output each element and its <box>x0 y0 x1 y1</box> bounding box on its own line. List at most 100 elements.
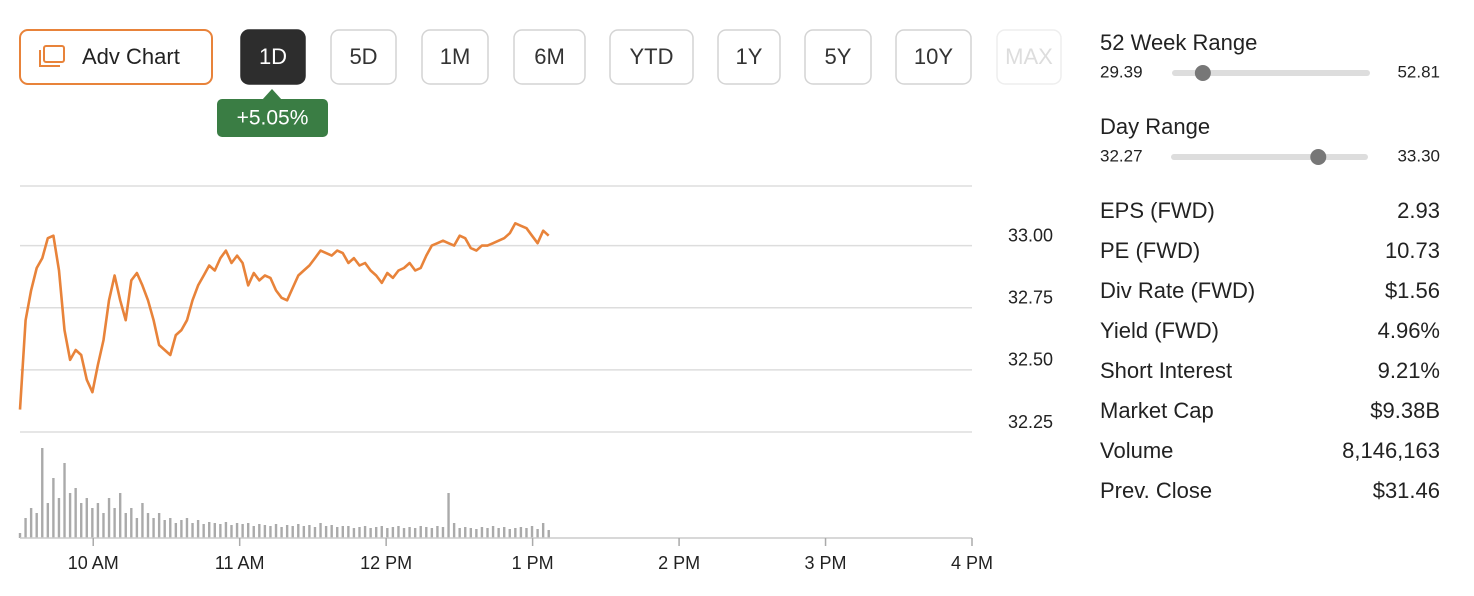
volume-bar <box>18 533 22 538</box>
stat-value: $1.56 <box>1385 278 1440 303</box>
range-label: 1Y <box>736 44 763 69</box>
y-tick-label: 32.25 <box>1008 412 1053 432</box>
range-label: 6M <box>534 44 565 69</box>
volume-bar <box>224 522 228 538</box>
volume-bar <box>413 528 417 538</box>
volume-bar <box>313 527 317 538</box>
volume-bar <box>436 526 439 538</box>
volume-bar <box>213 523 216 538</box>
volume-bar <box>308 525 311 538</box>
volume-bar <box>324 526 328 538</box>
range-button[interactable] <box>513 29 586 85</box>
range-button[interactable] <box>804 29 872 85</box>
range-button[interactable] <box>717 29 781 85</box>
volume-bar <box>29 508 33 538</box>
stat-label: Div Rate (FWD) <box>1100 278 1255 303</box>
volume-bar <box>347 526 350 538</box>
stats-panel: 52 Week Range 29.39 52.81 Day Range 32.27 33.… <box>1100 30 1440 503</box>
volume-bar <box>185 518 189 538</box>
volume-bar <box>24 518 27 538</box>
volume-bar <box>503 527 506 538</box>
stat-label: Short Interest <box>1100 358 1232 383</box>
stat-label: EPS (FWD) <box>1100 198 1215 223</box>
volume-bar <box>146 513 150 538</box>
volume-bar <box>241 524 244 538</box>
volume-bar <box>96 503 100 538</box>
volume-bar <box>441 527 445 538</box>
x-tick-label: 4 PM <box>951 553 993 573</box>
x-tick-label: 2 PM <box>658 553 700 573</box>
volume-bar <box>430 528 434 538</box>
stat-label: Prev. Close <box>1100 478 1212 503</box>
range-button[interactable] <box>240 29 306 85</box>
adv-chart-button[interactable] <box>19 29 213 85</box>
volume-bar <box>102 513 105 538</box>
volume-bar <box>113 508 116 538</box>
volume-bar <box>63 463 66 538</box>
volume-bar <box>41 448 44 538</box>
volume-bar <box>157 513 161 538</box>
adv-chart-icon <box>39 45 65 67</box>
range-title: Day Range <box>1100 114 1210 139</box>
volume-bar <box>475 529 478 538</box>
range-high: 33.30 <box>1397 146 1440 165</box>
volume-bar <box>107 498 111 538</box>
volume-bar <box>74 488 77 538</box>
range-label: 10Y <box>914 44 953 69</box>
stat-value: 9.21% <box>1378 358 1440 383</box>
volume-bar <box>163 520 166 538</box>
volume-bar <box>458 528 461 538</box>
volume-bar <box>46 503 50 538</box>
volume-bar <box>269 526 272 538</box>
volume-bar <box>547 530 550 538</box>
change-label: +5.05% <box>237 107 309 130</box>
volume-bar <box>235 523 239 538</box>
volume-bar <box>380 526 383 538</box>
volume-bar <box>208 522 211 538</box>
volume-bar <box>274 524 278 538</box>
toolbar: Adv Chart 1D 5D 1M 6M YTD 1Y 5Y 10Y MAX <box>19 29 1062 85</box>
volume-bar <box>408 527 411 538</box>
volume-bar <box>541 523 545 538</box>
volume-bar <box>280 527 283 538</box>
volume-bar <box>35 513 38 538</box>
volume-bar <box>124 513 127 538</box>
volume-bar <box>57 498 61 538</box>
volume-bar <box>91 508 94 538</box>
x-tick-label: 1 PM <box>512 553 554 573</box>
volume-bar <box>519 527 523 538</box>
volume-bar <box>297 524 300 538</box>
volume-bar <box>68 493 72 538</box>
stat-value: 10.73 <box>1385 238 1440 263</box>
volume-bar <box>464 527 467 538</box>
volume-bar <box>319 523 322 538</box>
range-low: 32.27 <box>1100 146 1143 165</box>
adv-chart-label: Adv Chart <box>82 44 180 69</box>
volume-bar <box>525 528 528 538</box>
volume-bar <box>169 518 172 538</box>
volume-bar <box>285 525 289 538</box>
volume-bar <box>258 524 261 538</box>
volume-bar <box>219 524 222 538</box>
range-button[interactable] <box>421 29 489 85</box>
volume-bar <box>536 529 539 538</box>
range-button[interactable] <box>330 29 397 85</box>
volume-bar <box>452 523 456 538</box>
stat-label: Volume <box>1100 438 1173 463</box>
stat-value: $31.46 <box>1373 478 1440 503</box>
volume-bar <box>386 528 389 538</box>
range-button[interactable] <box>895 29 972 85</box>
range-track <box>1172 70 1370 76</box>
range-marker <box>1310 149 1327 165</box>
change-badge: +5.05% <box>217 89 328 137</box>
volume-bar <box>447 493 450 538</box>
volume-bar <box>397 526 400 538</box>
volume-bar <box>196 520 200 538</box>
range-button[interactable] <box>996 29 1062 85</box>
stat-value: 4.96% <box>1378 318 1440 343</box>
volume-bar <box>425 527 428 538</box>
range-button[interactable] <box>609 29 694 85</box>
range-high: 52.81 <box>1397 62 1440 81</box>
stat-value: 8,146,163 <box>1342 438 1440 463</box>
volume-bar <box>491 526 495 538</box>
